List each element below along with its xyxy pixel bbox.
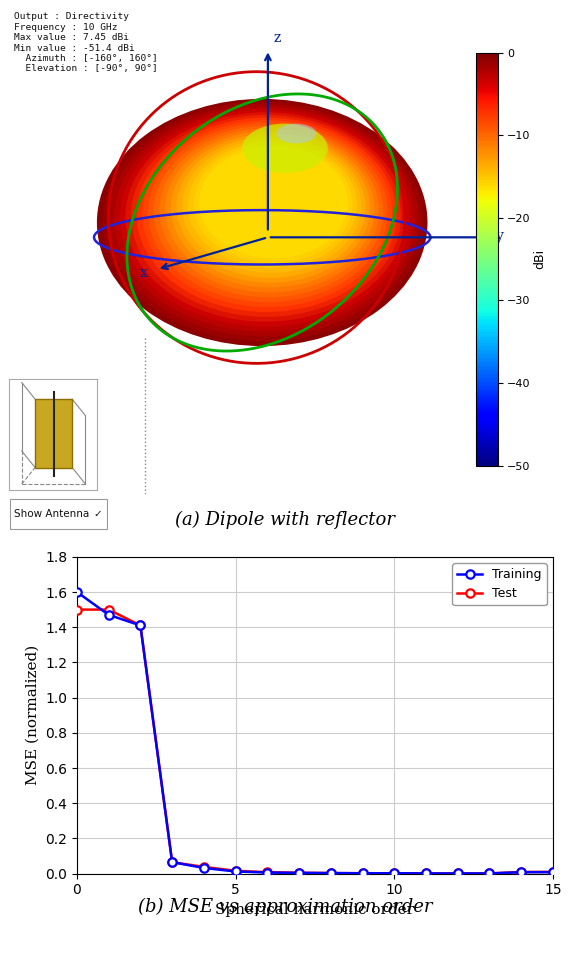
Training [327, 867, 334, 878]
Text: z: z [274, 31, 281, 45]
Ellipse shape [171, 133, 370, 282]
Ellipse shape [142, 120, 392, 307]
Test [201, 861, 207, 873]
Polygon shape [35, 399, 72, 468]
Test [232, 865, 239, 876]
Ellipse shape [97, 99, 428, 347]
Text: Show Antenna: Show Antenna [14, 509, 89, 519]
Text: x: x [140, 266, 148, 280]
Test [454, 868, 461, 879]
Ellipse shape [160, 129, 379, 293]
Training [518, 867, 524, 878]
Text: (a) Dipole with reflector: (a) Dipole with reflector [175, 511, 395, 530]
Legend: Training, Test: Training, Test [452, 564, 547, 606]
Training [549, 867, 556, 878]
Training [454, 868, 461, 879]
Ellipse shape [125, 112, 405, 322]
Ellipse shape [103, 102, 423, 341]
Test [296, 867, 303, 878]
Ellipse shape [114, 107, 414, 331]
Ellipse shape [188, 142, 357, 268]
Ellipse shape [200, 147, 348, 258]
Test [264, 867, 271, 878]
Training [264, 867, 271, 878]
Training [359, 868, 366, 879]
Test [549, 866, 556, 877]
Ellipse shape [131, 115, 401, 317]
Training [201, 862, 207, 874]
Ellipse shape [108, 105, 418, 336]
Test [486, 868, 493, 879]
Test [422, 868, 429, 879]
Ellipse shape [182, 139, 361, 273]
Test [74, 604, 80, 615]
Training [486, 868, 493, 879]
Test [105, 604, 112, 615]
Test [359, 868, 366, 879]
Training [105, 610, 112, 621]
Ellipse shape [120, 109, 410, 326]
Training [391, 868, 398, 879]
Text: ✓: ✓ [93, 509, 102, 519]
Text: Output : Directivity
Frequency : 10 GHz
Max value : 7.45 dBi
Min value : -51.4 d: Output : Directivity Frequency : 10 GHz … [14, 12, 158, 73]
Line: Test: Test [73, 606, 557, 877]
Ellipse shape [154, 126, 384, 298]
Training [74, 587, 80, 598]
Ellipse shape [276, 124, 316, 143]
Test [169, 856, 176, 868]
Ellipse shape [148, 123, 388, 302]
Line: Training: Training [73, 588, 557, 877]
Test [391, 868, 398, 879]
Training [296, 867, 303, 878]
Text: y: y [496, 228, 504, 243]
Test [327, 867, 334, 878]
X-axis label: Spherical harmonic order: Spherical harmonic order [215, 902, 414, 917]
Y-axis label: MSE (normalized): MSE (normalized) [26, 645, 39, 785]
Training [422, 868, 429, 879]
Text: (b) MSE vs approximation order: (b) MSE vs approximation order [138, 898, 432, 917]
Y-axis label: dBi: dBi [534, 250, 547, 269]
Ellipse shape [177, 136, 366, 277]
Ellipse shape [194, 144, 352, 263]
Ellipse shape [242, 124, 328, 173]
Ellipse shape [165, 131, 374, 288]
Test [137, 620, 144, 632]
Ellipse shape [137, 118, 397, 312]
Training [137, 620, 144, 632]
Training [169, 856, 176, 868]
Test [518, 866, 524, 877]
Training [232, 866, 239, 877]
